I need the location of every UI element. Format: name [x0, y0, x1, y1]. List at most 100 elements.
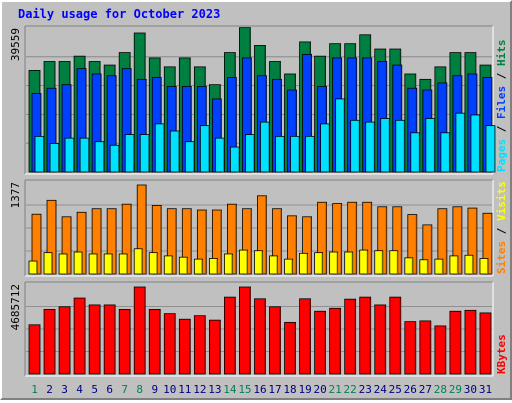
legend-entry: Files [495, 86, 508, 119]
pages-bar [440, 132, 451, 173]
kbytes-bar [193, 315, 206, 375]
legend-entry: / [495, 66, 508, 86]
sites-bar [479, 258, 489, 275]
pages-bar [94, 141, 105, 173]
pages-bar [335, 98, 346, 173]
sites-bar [178, 256, 188, 275]
sites-bar [163, 255, 173, 275]
pages-bar [169, 130, 180, 173]
kbytes-bar [254, 298, 266, 375]
legend-entry: / [495, 221, 508, 241]
pages-bar [79, 137, 90, 173]
day-label: 19 [298, 383, 311, 396]
panel-2-legend: Sites / Visits [495, 181, 508, 274]
sites-bar [148, 252, 158, 275]
kbytes-bar [148, 308, 161, 375]
sites-bar [434, 258, 444, 275]
pages-bar [305, 135, 315, 173]
day-label: 23 [359, 383, 372, 396]
pages-bar [49, 143, 60, 173]
sites-bar [344, 251, 354, 275]
day-label: 18 [283, 383, 296, 396]
pages-bar [470, 114, 481, 173]
kbytes-bar [88, 304, 101, 375]
day-label: 5 [91, 383, 98, 396]
sites-bar [404, 257, 414, 275]
day-label: 20 [313, 383, 326, 396]
day-label: 12 [193, 383, 206, 396]
kbytes-bar [269, 306, 281, 375]
pages-bar [214, 137, 225, 173]
pages-bar [199, 125, 210, 173]
kbytes-bar [163, 313, 176, 375]
kbytes-bar [224, 296, 236, 375]
kbytes-bar [73, 297, 86, 375]
day-label: 15 [238, 383, 251, 396]
kbytes-bar [389, 296, 402, 375]
kbytes-bar [419, 320, 432, 375]
daily-usage-chart: Daily usage for October 2023 39559 Pages … [9, 7, 508, 396]
day-label: 6 [106, 383, 113, 396]
day-label: 29 [449, 383, 462, 396]
pages-bar [64, 137, 75, 173]
pages-bar [380, 118, 391, 173]
panel-1-y-max-label: 39559 [9, 28, 22, 61]
kbytes-bar [464, 309, 477, 375]
sites-bar [314, 252, 324, 275]
kbytes-bar [314, 310, 327, 375]
pages-bar [365, 121, 376, 173]
kbytes-bar [479, 312, 492, 375]
pages-bar [154, 123, 165, 173]
day-label: 21 [329, 383, 342, 396]
kbytes-bar [178, 318, 191, 375]
sites-bar [88, 253, 98, 275]
legend-entry: Hits [495, 40, 508, 67]
panel-2-y-max-label: 1377 [9, 182, 22, 209]
day-label: 4 [76, 383, 83, 396]
day-label: 7 [121, 383, 128, 396]
day-label: 31 [479, 383, 492, 396]
sites-bar [329, 251, 339, 275]
day-label: 24 [374, 383, 388, 396]
sites-bar [224, 253, 233, 275]
pages-bar [109, 144, 120, 173]
kbytes-bar [449, 310, 462, 375]
kbytes-bar [374, 304, 387, 375]
pages-bar [425, 118, 436, 173]
pages-bar [485, 125, 496, 173]
sites-bar [449, 255, 459, 275]
pages-bar [245, 134, 255, 173]
sites-bar [118, 253, 128, 275]
pages-bar [290, 135, 300, 173]
kbytes-bar [43, 308, 56, 375]
legend-entry: / [495, 119, 508, 139]
sites-bar [269, 255, 278, 275]
sites-bar [464, 254, 474, 275]
pages-bar [350, 119, 361, 173]
legend-entry: KBytes [495, 334, 508, 374]
legend-entry: Visits [495, 181, 508, 221]
sites-bar [103, 253, 113, 275]
day-label: 13 [208, 383, 221, 396]
sites-bar [359, 249, 369, 275]
kbytes-bar [299, 298, 311, 375]
sites-bar [284, 258, 293, 275]
kbytes-bar [344, 298, 357, 375]
sites-bar [28, 260, 38, 275]
kbytes-bar [404, 321, 417, 375]
pages-bar [124, 134, 135, 173]
pages-bar [455, 112, 466, 173]
pages-bar [260, 121, 270, 173]
sites-bar [239, 249, 248, 275]
kbytes-bar [118, 308, 131, 375]
chart-title: Daily usage for October 2023 [18, 7, 220, 21]
pages-bar [395, 119, 406, 173]
sites-bar [58, 253, 68, 275]
day-label: 8 [136, 383, 143, 396]
pages-bar [275, 135, 285, 173]
sites-bar [43, 252, 53, 275]
pages-bar [34, 135, 45, 173]
day-label: 25 [389, 383, 402, 396]
legend-entry: Sites [495, 241, 508, 274]
